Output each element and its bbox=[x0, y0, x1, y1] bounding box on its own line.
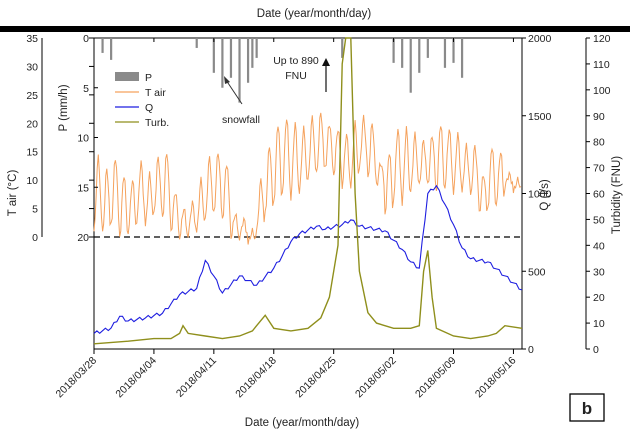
t-air-tick-label-4: 20 bbox=[26, 118, 38, 130]
snowfall-arrow bbox=[225, 79, 243, 105]
x-tick-label-0: 2018/03/28 bbox=[53, 355, 99, 401]
q-tick-label-0: 0 bbox=[528, 344, 534, 356]
top-axis-label: Date (year/month/day) bbox=[257, 8, 372, 20]
turbidity-tick-label-11: 110 bbox=[593, 59, 610, 71]
legend-label-turb: Turb. bbox=[145, 117, 169, 129]
snowfall-label: snowfall bbox=[222, 114, 260, 126]
turbidity-tick-label-6: 60 bbox=[593, 189, 605, 201]
t-air-line bbox=[93, 112, 522, 245]
series-turbidity bbox=[93, 37, 523, 345]
plot-area bbox=[93, 37, 523, 350]
legend-swatch-p bbox=[115, 72, 139, 81]
p-tick-label-0: 0 bbox=[83, 33, 89, 45]
top-axis-bar bbox=[0, 26, 630, 32]
legend-label-p: P bbox=[145, 72, 152, 84]
peak-note-line-2: FNU bbox=[285, 70, 307, 82]
p-tick-label-1: 5 bbox=[83, 83, 89, 95]
peak-note-line-1: Up to 890 bbox=[273, 55, 319, 67]
q-tick-label-1: 500 bbox=[528, 266, 546, 278]
x-tick-label-6: 2018/05/09 bbox=[413, 355, 459, 401]
turbidity-tick-label-9: 90 bbox=[593, 111, 605, 123]
p-tick-label-4: 20 bbox=[77, 232, 89, 244]
t-air-tick-label-5: 25 bbox=[26, 90, 38, 102]
legend-label-t-air: T air bbox=[145, 87, 166, 99]
turbidity-tick-label-4: 40 bbox=[593, 240, 605, 252]
plot-frame bbox=[93, 37, 523, 350]
t-air-tick-label-1: 5 bbox=[32, 204, 38, 216]
t-air-axis-title: T air (°C) bbox=[7, 170, 19, 217]
turbidity-axis-title: Turbidity (FNU) bbox=[611, 156, 623, 234]
x-tick-label-7: 2018/05/16 bbox=[473, 355, 519, 401]
panel-label-box bbox=[569, 393, 605, 422]
panel-label: b bbox=[582, 399, 592, 418]
turbidity-tick-label-7: 70 bbox=[593, 163, 605, 175]
snowfall-arrowhead bbox=[224, 76, 230, 84]
series-q bbox=[93, 184, 523, 335]
snowfall-annotation: snowfall bbox=[222, 76, 260, 126]
t-air-tick-label-0: 0 bbox=[32, 232, 38, 244]
series-p bbox=[101, 38, 464, 103]
p-tick-label-3: 15 bbox=[77, 182, 89, 194]
x-tick-label-4: 2018/04/25 bbox=[293, 355, 339, 401]
axes: 0 5 10 15 20 25 30 35 0 5 10 15 20 0 500 1000 1500 2000 0 1… bbox=[26, 33, 610, 400]
legend: P T air Q Turb. bbox=[115, 72, 169, 129]
turbidity-tick-label-12: 120 bbox=[593, 33, 611, 45]
p-tick-label-2: 10 bbox=[77, 133, 89, 145]
turbidity-tick-label-8: 80 bbox=[593, 137, 605, 149]
x-tick-label-2: 2018/04/11 bbox=[174, 355, 219, 400]
turbidity-tick-label-0: 0 bbox=[593, 344, 599, 356]
q-tick-label-4: 2000 bbox=[528, 33, 552, 45]
q-axis-title: Q (l/s) bbox=[539, 179, 551, 210]
series-t-air bbox=[93, 112, 522, 245]
turbidity-tick-label-10: 100 bbox=[593, 85, 611, 97]
x-axis-title: Date (year/month/day) bbox=[245, 417, 360, 429]
turbidity-tick-label-3: 30 bbox=[593, 266, 605, 278]
turbidity-tick-label-1: 10 bbox=[593, 318, 605, 330]
t-air-tick-label-2: 10 bbox=[26, 175, 38, 187]
q-line bbox=[93, 184, 523, 335]
q-tick-label-3: 1500 bbox=[528, 111, 552, 123]
legend-label-q: Q bbox=[145, 102, 153, 114]
turbidity-line bbox=[93, 37, 523, 345]
t-air-tick-label-3: 15 bbox=[26, 147, 38, 159]
peak-annotation: Up to 890 FNU bbox=[273, 55, 330, 92]
p-axis-title: P (mm/h) bbox=[58, 84, 70, 131]
q-tick-label-2: 1000 bbox=[528, 189, 552, 201]
turbidity-tick-label-2: 20 bbox=[593, 292, 605, 304]
peak-arrowhead bbox=[322, 58, 330, 66]
t-air-tick-label-7: 35 bbox=[26, 33, 38, 45]
turbidity-tick-label-5: 50 bbox=[593, 214, 605, 226]
x-tick-label-3: 2018/04/18 bbox=[233, 355, 279, 401]
x-tick-label-1: 2018/04/04 bbox=[113, 355, 159, 401]
t-air-tick-label-6: 30 bbox=[26, 61, 38, 73]
x-tick-label-5: 2018/05/02 bbox=[353, 355, 399, 401]
